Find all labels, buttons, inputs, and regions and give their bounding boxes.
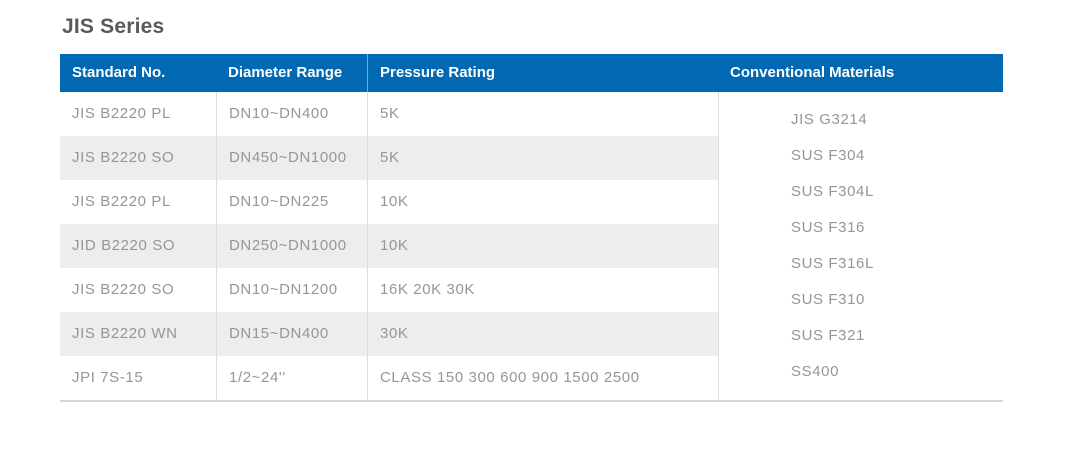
table-row: JIS B2220 PL DN10~DN400 5K xyxy=(60,92,718,136)
jis-series-table: Standard No. Diameter Range Pressure Rat… xyxy=(60,54,1003,402)
table-row: JID B2220 SO DN250~DN1000 10K xyxy=(60,224,718,268)
table-rows-block: JIS B2220 PL DN10~DN400 5K JIS B2220 SO … xyxy=(60,92,718,400)
cell-standard-no: JIS B2220 PL xyxy=(72,193,171,210)
material-item: SUS F304 xyxy=(791,147,865,164)
table-row: JIS B2220 PL DN10~DN225 10K xyxy=(60,180,718,224)
cell-diameter-range: DN15~DN400 xyxy=(216,312,367,356)
cell-standard-no: JIS B2220 SO xyxy=(72,149,175,166)
cell-pressure-rating: CLASS 150 300 600 900 1500 2500 xyxy=(367,356,718,400)
cell-diameter-range: DN10~DN225 xyxy=(216,180,367,224)
material-item: SUS F316 xyxy=(791,219,865,236)
column-header-pressure-rating: Pressure Rating xyxy=(367,54,718,92)
table-row: JIS B2220 SO DN450~DN1000 5K xyxy=(60,136,718,180)
material-item: SUS F321 xyxy=(791,327,865,344)
table-row: JPI 7S-15 1/2~24'' CLASS 150 300 600 900… xyxy=(60,356,718,400)
cell-pressure-rating: 30K xyxy=(367,312,718,356)
column-header-conventional-materials: Conventional Materials xyxy=(730,64,895,81)
cell-standard-no: JPI 7S-15 xyxy=(72,369,144,386)
material-item: SS400 xyxy=(791,363,840,380)
cell-pressure-rating: 16K 20K 30K xyxy=(367,268,718,312)
cell-standard-no: JIS B2220 PL xyxy=(72,105,171,122)
cell-diameter-range: DN250~DN1000 xyxy=(216,224,367,268)
table-row: JIS B2220 SO DN10~DN1200 16K 20K 30K xyxy=(60,268,718,312)
material-item: JIS G3214 xyxy=(791,111,868,128)
cell-pressure-rating: 10K xyxy=(367,224,718,268)
cell-diameter-range: DN10~DN1200 xyxy=(216,268,367,312)
table-body: JIS B2220 PL DN10~DN400 5K JIS B2220 SO … xyxy=(60,92,1003,402)
cell-pressure-rating: 5K xyxy=(367,92,718,136)
cell-pressure-rating: 10K xyxy=(367,180,718,224)
column-header-diameter-range: Diameter Range xyxy=(228,64,343,81)
conventional-materials-cell: JIS G3214 SUS F304 SUS F304L SUS F316 SU… xyxy=(718,92,1003,400)
cell-standard-no: JIS B2220 SO xyxy=(72,281,175,298)
table-header-row: Standard No. Diameter Range Pressure Rat… xyxy=(60,54,1003,92)
cell-pressure-rating: 5K xyxy=(367,136,718,180)
material-item: SUS F316L xyxy=(791,255,874,272)
cell-diameter-range: DN450~DN1000 xyxy=(216,136,367,180)
column-header-standard-no: Standard No. xyxy=(72,64,166,81)
material-item: SUS F304L xyxy=(791,183,874,200)
cell-diameter-range: 1/2~24'' xyxy=(216,356,367,400)
material-item: SUS F310 xyxy=(791,291,865,308)
cell-diameter-range: DN10~DN400 xyxy=(216,92,367,136)
page-title: JIS Series xyxy=(62,15,165,38)
cell-standard-no: JID B2220 SO xyxy=(72,237,176,254)
cell-standard-no: JIS B2220 WN xyxy=(72,325,178,342)
table-row: JIS B2220 WN DN15~DN400 30K xyxy=(60,312,718,356)
